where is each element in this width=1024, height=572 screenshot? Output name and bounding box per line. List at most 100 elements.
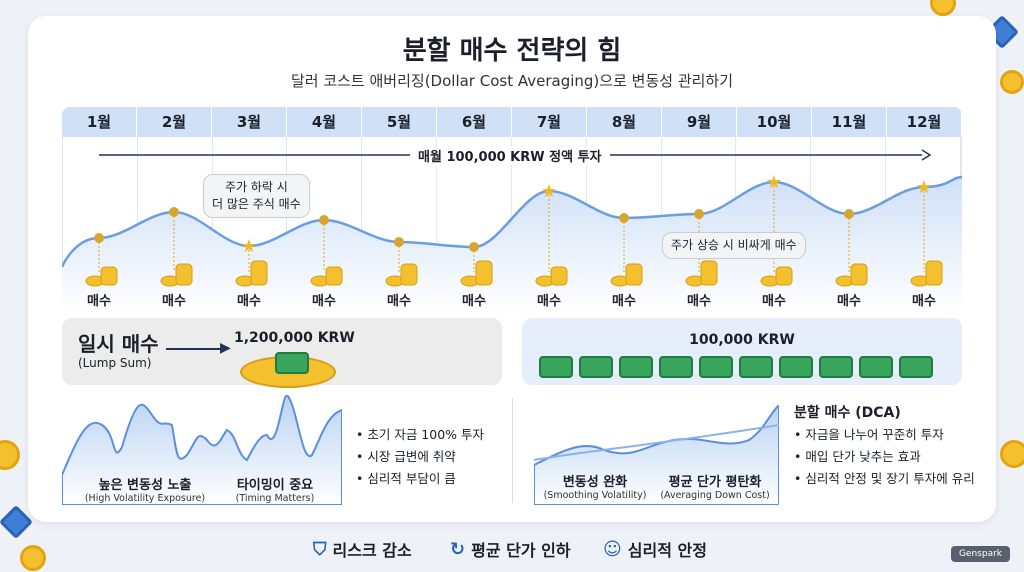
dca-bullets: • 자금을 나누어 꾸준히 투자 • 매입 단가 낮추는 효과 • 심리적 안정 및… [794, 427, 975, 486]
smooth-curve [534, 405, 779, 505]
divider [512, 398, 513, 503]
price-point [94, 233, 104, 243]
month-column [287, 137, 363, 311]
cash-stack-icon [619, 356, 653, 378]
buy-label: 매수 [162, 294, 186, 309]
footer-mind: ☺ 심리적 안정 [603, 538, 707, 561]
month-12: 12월 [887, 107, 962, 137]
price-point [694, 209, 704, 219]
month-11: 11월 [812, 107, 887, 137]
coin-decoration [20, 545, 46, 571]
coin-decoration [1000, 440, 1024, 468]
cash-stack-icon [275, 352, 309, 374]
month-3: 3월 [212, 107, 287, 137]
buy-label: 매수 [537, 294, 561, 309]
star-marker: ★ [766, 172, 782, 193]
page-subtitle: 달러 코스트 애버리징(Dollar Cost Averaging)으로 변동성… [290, 72, 734, 90]
volatile-curve [62, 395, 342, 505]
cash-stack-icon [699, 356, 733, 378]
coin-stack-icon [400, 263, 418, 286]
coin-stack-icon [550, 266, 568, 286]
month-8: 8월 [587, 107, 662, 137]
buy-label: 매수 [87, 294, 111, 309]
lump-amount: 1,200,000 KRW [234, 330, 355, 346]
footer-cost: ↻ 평균 단가 인하 [450, 538, 571, 561]
month-2: 2월 [137, 107, 212, 137]
buy-label: 매수 [462, 294, 486, 309]
lump-sum-panel: 일시 매수 (Lump Sum) ▶ 1,200,000 KRW [62, 318, 502, 388]
buy-label: 매수 [387, 294, 411, 309]
coin-stack-icon [850, 263, 868, 286]
month-1: 1월 [62, 107, 137, 137]
month-7: 7월 [512, 107, 587, 137]
lump-title-en: (Lump Sum) [78, 356, 152, 370]
buy-label: 매수 [687, 294, 711, 309]
shield-icon: ⛉ [313, 538, 327, 560]
price-area [62, 177, 962, 312]
cash-stack-icon [899, 356, 933, 378]
shape-decoration [0, 505, 33, 539]
page-title: 분할 매수 전략의 힘 [402, 36, 622, 66]
coin-stack-icon [175, 263, 193, 286]
coin-stack-icon [100, 266, 118, 286]
bubble-price-up: 주가 상승 시 비싸게 매수 [662, 232, 806, 259]
coin-stack-icon [775, 266, 793, 286]
coin-stack-icon [325, 266, 343, 286]
dca-title: 분할 매수 (DCA) [794, 405, 901, 421]
month-10: 10월 [737, 107, 812, 137]
chart-down-icon: ↻ [450, 538, 466, 560]
label-high-volatility: 높은 변동성 노출 (High Volatility Exposure) [84, 478, 206, 504]
cash-stack-icon [819, 356, 853, 378]
coin-decoration [930, 0, 956, 16]
buy-label: 매수 [312, 294, 336, 309]
cash-stack-icon [779, 356, 813, 378]
label-averaging: 평균 단가 평탄화 (Averaging Down Cost) [660, 475, 770, 501]
coin-stack-icon [700, 260, 718, 286]
cash-stack-icon [659, 356, 693, 378]
buy-label: 매수 [762, 294, 786, 309]
month-6: 6월 [437, 107, 512, 137]
month-4: 4월 [287, 107, 362, 137]
buy-label: 매수 [612, 294, 636, 309]
price-line [62, 175, 962, 268]
cash-stack-icon [539, 356, 573, 378]
label-smoothing: 변동성 완화 (Smoothing Volatility) [543, 475, 647, 501]
cash-stacks [536, 356, 936, 382]
coin-stack-icon [250, 260, 268, 286]
arrow-label: 매월 100,000 KRW 정액 투자 [410, 146, 610, 165]
star-marker: ★ [241, 236, 257, 257]
price-point [844, 209, 854, 219]
price-point [469, 242, 479, 252]
star-marker: ★ [916, 177, 932, 198]
dca-amount: 100,000 KRW [689, 332, 795, 348]
lump-bullets: • 초기 자금 100% 투자 • 시장 급변에 취약 • 심리적 부담이 큼 [356, 427, 485, 486]
coin-decoration [0, 440, 20, 470]
buy-label: 매수 [912, 294, 936, 309]
lump-title: 일시 매수 [78, 332, 159, 356]
month-column [138, 137, 213, 311]
dca-panel: 100,000 KRW [522, 318, 962, 385]
watermark: Genspark [950, 546, 1010, 562]
head-icon: ☺ [603, 538, 622, 560]
price-point [394, 237, 404, 247]
buy-label: 매수 [837, 294, 861, 309]
month-column [213, 137, 288, 311]
coin-stack-icon [475, 260, 493, 286]
arrow-icon [166, 348, 226, 350]
month-header: 1월 2월 3월 4월 5월 6월 7월 8월 9월 10월 11월 12월 [62, 107, 962, 137]
label-timing: 타이밍이 중요 (Timing Matters) [235, 478, 315, 504]
cash-stack-icon [859, 356, 893, 378]
price-point [319, 215, 329, 225]
coin-stack-icon [625, 263, 643, 286]
buy-label: 매수 [237, 294, 261, 309]
month-5: 5월 [362, 107, 437, 137]
month-column [362, 137, 438, 311]
month-9: 9월 [662, 107, 737, 137]
cash-stack-icon [739, 356, 773, 378]
price-curve-chart: ★ ★ ★ ★ [62, 149, 962, 312]
price-point [619, 213, 629, 223]
coin-stack-icon [925, 260, 943, 286]
star-marker: ★ [541, 181, 557, 202]
coin-decoration [1000, 70, 1024, 94]
